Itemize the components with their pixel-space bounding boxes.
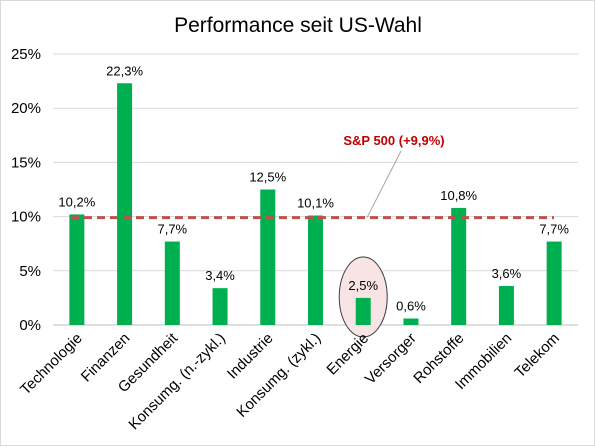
bar-telekom <box>546 241 562 325</box>
data-label: 10,1% <box>297 196 334 211</box>
bar-versorger <box>403 318 419 325</box>
x-tick-label: Technologie <box>17 330 86 399</box>
data-label: 7,7% <box>157 222 187 237</box>
bar-rohstoffe <box>451 207 467 325</box>
data-label: 2,5% <box>348 278 378 293</box>
highlight-ellipse <box>338 256 388 338</box>
data-label: 7,7% <box>539 222 569 237</box>
data-label: 22,3% <box>106 63 143 78</box>
y-tick-label: 5% <box>19 263 41 280</box>
y-tick-label: 10% <box>11 209 41 226</box>
data-label: 0,6% <box>396 298 426 313</box>
y-tick-label: 15% <box>11 154 41 171</box>
bar-industrie <box>260 189 276 325</box>
data-label: 3,4% <box>205 268 235 283</box>
x-tick-label: Versorger <box>362 330 420 388</box>
x-tick-label: Energie <box>323 330 372 379</box>
chart-title: Performance seit US-Wahl <box>174 14 422 37</box>
highlight-layer <box>338 256 388 338</box>
bar-konsumg-n-zykl- <box>212 288 228 325</box>
bar-konsumg-zykl- <box>308 215 323 325</box>
y-tick-label: 25% <box>11 46 41 63</box>
bar-energie <box>355 297 371 325</box>
x-tick-label: Konsumg. (zykl.) <box>233 330 324 421</box>
bars <box>69 83 562 325</box>
y-tick-label: 0% <box>19 317 41 334</box>
data-label: 3,6% <box>492 266 522 281</box>
data-labels: 10,2% 22,3% 7,7% 3,4% 12,5% 10,1% 2,5% 0,6% 10,8… <box>58 63 569 313</box>
bar-gesundheit <box>164 241 180 325</box>
bar-finanzen <box>117 83 133 325</box>
x-tick-label: Telekom <box>511 330 563 382</box>
bar-immobilien <box>498 285 514 325</box>
y-tick-label: 20% <box>11 100 41 117</box>
sp500-reference-label: S&P 500 (+9,9%) <box>343 133 444 148</box>
reference-leader-line <box>366 150 402 218</box>
bar-technologie <box>69 214 85 325</box>
reference-layer: S&P 500 (+9,9%) <box>71 133 554 220</box>
data-label: 10,2% <box>58 194 95 209</box>
data-label: 10,8% <box>440 188 477 203</box>
data-label: 12,5% <box>249 170 286 185</box>
y-axis-ticks: 0% 5% 10% 15% 20% 25% <box>11 46 41 334</box>
